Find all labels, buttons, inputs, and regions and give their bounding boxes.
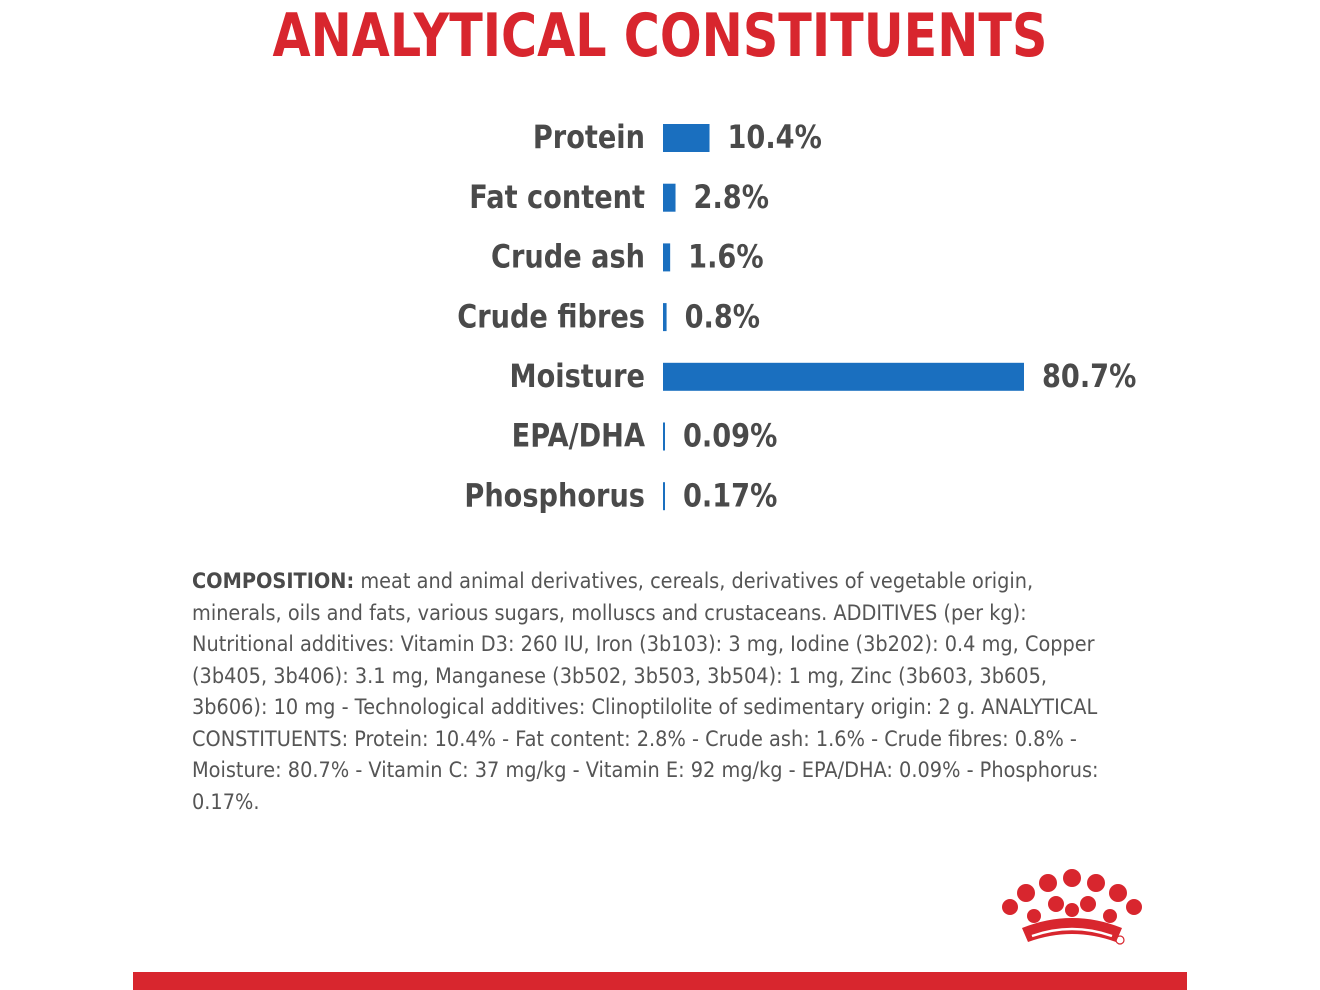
value-label: 10.4% [728, 119, 822, 157]
category-label: EPA/DHA [512, 418, 645, 456]
constituents-bar-chart: Protein 10.4% Fat content 2.8% Crude ash 1.6%… [457, 119, 1136, 515]
category-label: Protein [533, 119, 645, 157]
value-label: 0.8% [685, 298, 760, 336]
category-label: Moisture [510, 358, 645, 396]
bar [663, 362, 1024, 391]
bar [663, 303, 667, 332]
category-label: Crude fibres [457, 298, 645, 336]
category-label: Crude ash [491, 239, 645, 277]
bar [663, 482, 665, 511]
bar [663, 124, 710, 152]
composition-text: meat and animal derivatives, cereals, de… [192, 569, 1099, 814]
value-label: 1.6% [688, 239, 763, 277]
value-label: 0.17% [683, 477, 777, 515]
value-label: 0.09% [683, 418, 777, 456]
category-label: Fat content [469, 179, 645, 217]
value-label: 2.8% [694, 179, 769, 217]
bottom-red-bar [133, 972, 1187, 990]
composition-paragraph: COMPOSITION: meat and animal derivatives… [192, 566, 1112, 818]
category-label: Phosphorus [464, 477, 645, 515]
bar [663, 243, 671, 272]
page-title: ANALYTICAL CONSTITUENTS [272, 1, 1048, 71]
bar [663, 422, 665, 451]
bar [663, 183, 676, 212]
value-label: 80.7% [1042, 358, 1136, 396]
composition-heading: COMPOSITION: [192, 569, 355, 593]
royal-canin-crown-icon [1002, 869, 1142, 945]
